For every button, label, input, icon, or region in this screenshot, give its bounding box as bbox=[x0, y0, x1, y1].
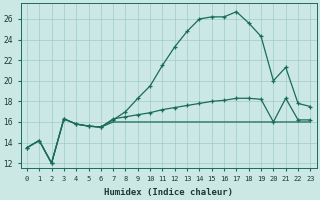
X-axis label: Humidex (Indice chaleur): Humidex (Indice chaleur) bbox=[104, 188, 233, 197]
